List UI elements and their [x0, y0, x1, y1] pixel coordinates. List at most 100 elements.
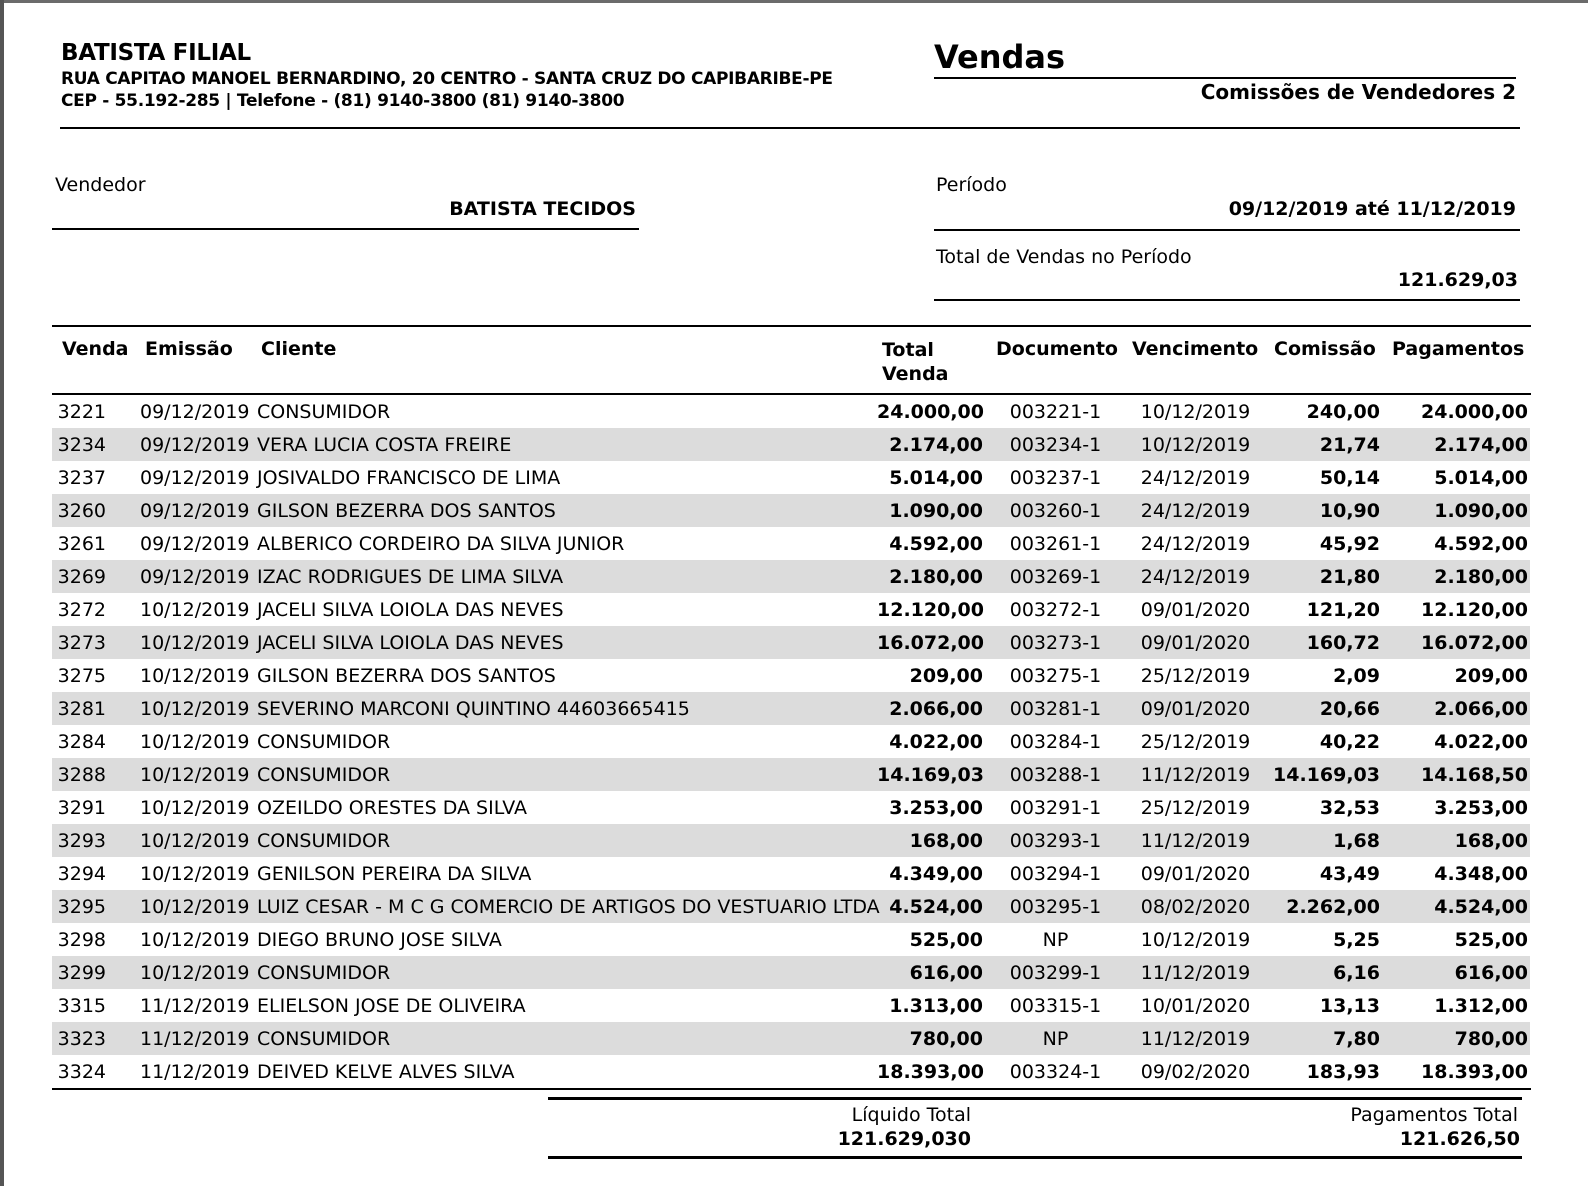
cell-emissao: 10/12/2019 [118, 824, 257, 857]
total-vendas-value: 121.629,03 [1397, 269, 1518, 291]
cell-pagamentos: 525,00 [1454, 928, 1528, 951]
cell-vencimento: 25/12/2019 [1140, 730, 1251, 753]
cell-documento: 003293-1 [983, 824, 1128, 857]
cell-emissao: 10/12/2019 [118, 956, 257, 989]
cell-venda: 3221 [57, 400, 106, 423]
table-row: 3324 11/12/2019 DEIVED KELVE ALVES SILVA 18… [52, 1055, 1530, 1088]
liquido-total-label: Líquido Total [851, 1104, 971, 1126]
cell-total-venda: 16.072,00 [877, 626, 984, 659]
table-row: 3299 10/12/2019 CONSUMIDOR 616,00 003299-1 11… [52, 956, 1530, 989]
cell-emissao: 09/12/2019 [140, 466, 250, 489]
col-total-venda: Total Venda [882, 339, 949, 385]
cell-comissao: 21,80 [1263, 560, 1380, 593]
cell-total-venda: 24.000,00 [877, 400, 984, 423]
cell-pagamentos: 2.180,00 [1380, 560, 1530, 593]
cell-vencimento: 11/12/2019 [1128, 758, 1263, 791]
cell-documento: 003281-1 [983, 692, 1128, 725]
cell-venda: 3260 [52, 494, 118, 527]
table-row: 3288 10/12/2019 CONSUMIDOR 14.169,03 003288-… [52, 758, 1530, 791]
col-cliente: Cliente [261, 338, 337, 360]
col-pagamentos: Pagamentos [1392, 338, 1525, 360]
table-row: 3293 10/12/2019 CONSUMIDOR 168,00 003293-1 11… [52, 824, 1530, 857]
table-row: 3234 09/12/2019 VERA LUCIA COSTA FREIRE 2.1… [52, 428, 1530, 461]
cell-cliente: CONSUMIDOR [257, 956, 877, 989]
cell-emissao: 09/12/2019 [118, 560, 257, 593]
pagamentos-total-value: 121.626,50 [1399, 1128, 1520, 1150]
cell-total-venda: 14.169,03 [877, 758, 984, 791]
cell-emissao: 10/12/2019 [118, 758, 257, 791]
cell-emissao: 10/12/2019 [140, 598, 250, 621]
cell-total-venda: 12.120,00 [877, 598, 984, 621]
totals-top-border [548, 1097, 1522, 1100]
cell-emissao: 09/12/2019 [118, 494, 257, 527]
cell-emissao: 10/12/2019 [140, 796, 250, 819]
table-row: 3323 11/12/2019 CONSUMIDOR 780,00 NP 11/12/20… [52, 1022, 1530, 1055]
cell-emissao: 11/12/2019 [140, 994, 250, 1017]
table-bottom-border [52, 1088, 1531, 1090]
cell-pagamentos: 18.393,00 [1421, 1060, 1528, 1083]
cell-emissao: 10/12/2019 [118, 626, 257, 659]
cell-comissao: 5,25 [1333, 928, 1380, 951]
table-row: 3261 09/12/2019 ALBERICO CORDEIRO DA SILVA… [52, 527, 1530, 560]
cell-comissao: 2.262,00 [1263, 890, 1380, 923]
cell-cliente: CONSUMIDOR [257, 758, 877, 791]
cell-documento: 003237-1 [1009, 466, 1102, 489]
cell-vencimento: 25/12/2019 [1140, 664, 1251, 687]
vendedor-label: Vendedor [55, 174, 146, 196]
company-address: RUA CAPITAO MANOEL BERNARDINO, 20 CENTRO… [61, 69, 833, 89]
cell-vencimento: 09/01/2020 [1140, 862, 1251, 885]
cell-documento: 003291-1 [1009, 796, 1102, 819]
cell-venda: 3323 [52, 1022, 118, 1055]
cell-documento: 003299-1 [983, 956, 1128, 989]
col-emissao: Emissão [145, 338, 233, 360]
cell-vencimento: 09/01/2020 [1128, 626, 1263, 659]
cell-total-venda: 5.014,00 [889, 466, 983, 489]
table-row: 3284 10/12/2019 CONSUMIDOR 4.022,00 003284-1… [52, 725, 1530, 758]
table-row: 3295 10/12/2019 LUIZ CESAR - M C G COMERCI… [52, 890, 1530, 923]
cell-pagamentos: 16.072,00 [1380, 626, 1530, 659]
cell-cliente: CONSUMIDOR [257, 824, 877, 857]
cell-cliente: SEVERINO MARCONI QUINTINO 44603665415 [257, 692, 877, 725]
cell-cliente: GILSON BEZERRA DOS SANTOS [257, 664, 556, 687]
cell-documento: 003324-1 [1009, 1060, 1102, 1083]
cell-comissao: 20,66 [1263, 692, 1380, 725]
cell-emissao: 11/12/2019 [140, 1060, 250, 1083]
cell-total-venda: 2.180,00 [877, 560, 983, 593]
cell-comissao: 7,80 [1263, 1022, 1380, 1055]
table-row: 3298 10/12/2019 DIEGO BRUNO JOSE SILVA 525,… [52, 923, 1530, 956]
cell-comissao: 6,16 [1263, 956, 1380, 989]
cell-vencimento: 24/12/2019 [1128, 494, 1263, 527]
cell-vencimento: 09/01/2020 [1128, 692, 1263, 725]
cell-venda: 3298 [57, 928, 106, 951]
cell-cliente: CONSUMIDOR [257, 400, 391, 423]
cell-comissao: 1,68 [1263, 824, 1380, 857]
divider [934, 77, 1516, 79]
col-documento: Documento [996, 338, 1118, 360]
cell-documento: 003284-1 [1009, 730, 1102, 753]
cell-total-venda: 1.313,00 [889, 994, 983, 1017]
table-row: 3315 11/12/2019 ELIELSON JOSE DE OLIVEIRA 1… [52, 989, 1530, 1022]
cell-documento: 003221-1 [1009, 400, 1102, 423]
cell-venda: 3281 [52, 692, 118, 725]
cell-total-venda: 616,00 [877, 956, 983, 989]
window-border-top [0, 0, 1588, 3]
table-row: 3272 10/12/2019 JACELI SILVA LOIOLA DAS NE… [52, 593, 1530, 626]
cell-venda: 3315 [57, 994, 106, 1017]
table-row: 3294 10/12/2019 GENILSON PEREIRA DA SILVA 4… [52, 857, 1530, 890]
cell-total-venda: 168,00 [877, 824, 983, 857]
cell-vencimento: 24/12/2019 [1128, 560, 1263, 593]
sales-table: 3221 09/12/2019 CONSUMIDOR 24.000,00 003221-… [52, 395, 1530, 1088]
cell-pagamentos: 2.174,00 [1380, 428, 1530, 461]
company-contact: CEP - 55.192-285 | Telefone - (81) 9140-… [61, 91, 625, 111]
cell-cliente: CONSUMIDOR [257, 730, 391, 753]
cell-total-venda: 525,00 [909, 928, 983, 951]
cell-cliente: VERA LUCIA COSTA FREIRE [257, 428, 877, 461]
cell-cliente: LUIZ CESAR - M C G COMERCIO DE ARTIGOS D… [257, 890, 880, 923]
cell-comissao: 32,53 [1319, 796, 1380, 819]
cell-venda: 3273 [52, 626, 118, 659]
cell-documento: NP [1042, 928, 1069, 951]
cell-comissao: 14.169,03 [1263, 758, 1380, 791]
cell-total-venda: 2.174,00 [877, 428, 983, 461]
cell-documento: 003295-1 [983, 890, 1128, 923]
cell-pagamentos: 1.312,00 [1434, 994, 1528, 1017]
